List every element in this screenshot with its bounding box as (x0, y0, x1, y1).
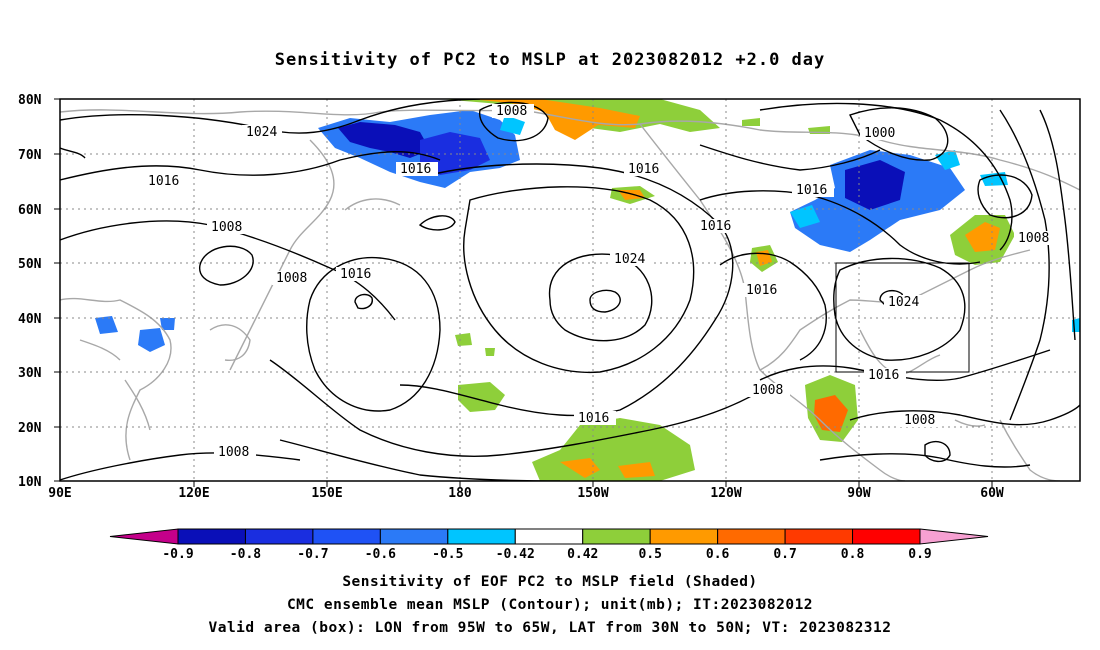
lon-label: 180 (448, 486, 472, 501)
caption-line-2: CMC ensemble mean MSLP (Contour); unit(m… (286, 597, 814, 613)
shade-hawaii-green (458, 382, 505, 412)
contour-labels: 1024 1016 1008 1016 1008 1008 1016 1016 … (148, 104, 1050, 460)
lon-label: 90E (48, 486, 71, 501)
contour-label: 1016 (400, 162, 431, 177)
lat-label: 40N (18, 312, 42, 327)
colorbar-bin (582, 528, 651, 545)
colorbar: -0.9 -0.8 -0.7 -0.6 -0.5 -0.42 0.42 0.5 0.6 0.7 0.… (109, 528, 989, 562)
contour-label: 1008 (752, 383, 783, 398)
contour-label: 1016 (868, 368, 899, 383)
contour-label: 1016 (700, 219, 731, 234)
shade-misc-green (455, 333, 495, 356)
isobars (60, 99, 1080, 481)
lat-label: 30N (18, 366, 42, 381)
contour-label: 1008 (496, 104, 527, 119)
lat-label: 20N (18, 421, 42, 436)
shade-cyan (500, 115, 525, 135)
latitude-labels: 80N 70N 60N 50N 40N 30N 20N 10N (18, 93, 42, 490)
colorbar-tick-label: -0.42 (496, 547, 535, 562)
lat-label: 60N (18, 203, 42, 218)
colorbar-tick-label: -0.8 (230, 547, 261, 562)
caption-line-3: Valid area (box): LON from 95W to 65W, L… (208, 620, 892, 636)
colorbar-bin (447, 528, 516, 545)
contour-label: 1024 (246, 125, 277, 140)
colorbar-tick-label: -0.7 (297, 547, 328, 562)
colorbar-bin (379, 528, 449, 545)
contour-label: 1016 (578, 411, 609, 426)
lon-ticks (193, 481, 993, 487)
contour-label: 1016 (796, 183, 827, 198)
lat-label: 10N (18, 475, 42, 490)
colorbar-bin (244, 528, 314, 545)
colorbar-bin (312, 528, 381, 545)
longitude-labels: 90E 120E 150E 180 150W 120W 90W 60W (48, 486, 1004, 501)
lon-label: 120E (178, 486, 209, 501)
contour-label: 1024 (888, 295, 919, 310)
colorbar-bin (649, 528, 719, 545)
lon-label: 150W (577, 486, 608, 501)
lat-ticks (54, 98, 60, 482)
colorbar-tick-label: 0.8 (841, 547, 865, 562)
caption-line-1: Sensitivity of EOF PC2 to MSLP field (Sh… (342, 574, 758, 590)
colorbar-bin (514, 528, 584, 545)
colorbar-bin (784, 528, 854, 545)
colorbar-tick-label: 0.42 (567, 547, 598, 562)
colorbar-bin (717, 528, 786, 545)
map-title: Sensitivity of PC2 to MSLP at 2023082012… (274, 50, 826, 70)
colorbar-tick-label: -0.5 (432, 547, 463, 562)
shade-blue-dark (338, 122, 430, 158)
lon-label: 150E (311, 486, 342, 501)
contour-label: 1008 (904, 413, 935, 428)
contour-label: 1016 (340, 267, 371, 282)
shade-orange (470, 99, 640, 140)
colorbar-bin (852, 528, 921, 545)
lat-label: 50N (18, 257, 42, 272)
shade-japan-blue (95, 316, 175, 352)
colorbar-tick-label: 0.5 (638, 547, 661, 562)
colorbar-tick-label: -0.9 (162, 547, 193, 562)
lon-label: 120W (710, 486, 741, 501)
map-frame (59, 98, 1081, 482)
contour-label: 1024 (614, 252, 645, 267)
contour-label: 1008 (1018, 231, 1049, 246)
shade-east-dark (845, 160, 905, 210)
contour-label: 1000 (864, 126, 895, 141)
lon-label: 60W (980, 486, 1004, 501)
colorbar-tick-label: -0.6 (365, 547, 396, 562)
shade-pacific-orange (560, 458, 655, 478)
contour-label: 1016 (148, 174, 179, 189)
lon-label: 90W (847, 486, 871, 501)
shade-east-orange (965, 222, 1000, 252)
contour-label: 1008 (211, 220, 242, 235)
lat-label: 80N (18, 93, 42, 108)
contour-label: 1008 (276, 271, 307, 286)
colorbar-arrow-high (919, 528, 989, 545)
contour-label: 1008 (218, 445, 249, 460)
colorbar-bin (177, 528, 246, 545)
contour-label: 1016 (628, 162, 659, 177)
lat-label: 70N (18, 148, 42, 163)
colorbar-tick-label: 0.9 (908, 547, 931, 562)
contour-label: 1016 (746, 283, 777, 298)
colorbar-tick-label: 0.6 (706, 547, 730, 562)
colorbar-arrow-low (109, 528, 179, 545)
colorbar-tick-label: 0.7 (773, 547, 796, 562)
